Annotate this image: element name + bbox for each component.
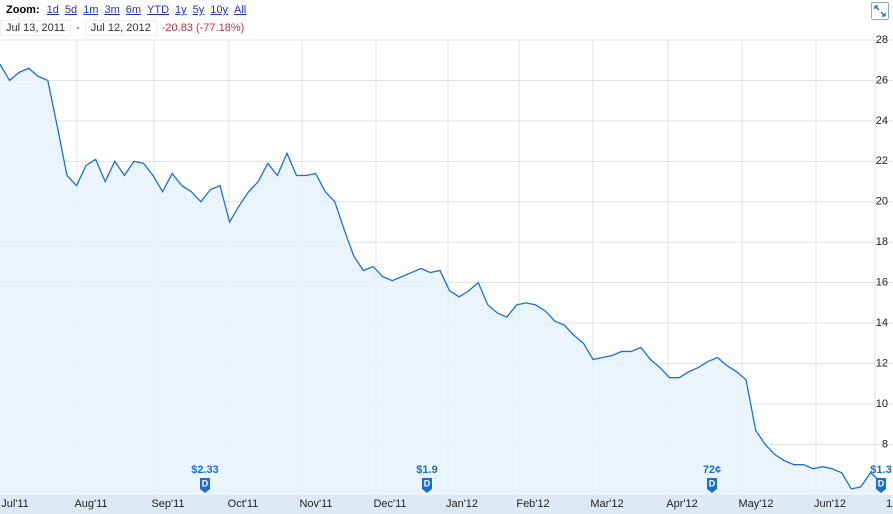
flag-shape xyxy=(200,478,210,493)
zoom-bar: Zoom: 1d 5d 1m 3m 6m YTD 1y 5y 10y All xyxy=(6,4,252,16)
zoom-option[interactable]: YTD xyxy=(147,4,170,16)
x-tick-label: Nov'11 xyxy=(299,498,332,510)
flag-shape xyxy=(422,478,432,493)
flag-letter: D xyxy=(709,478,716,488)
y-tick-label: 26 xyxy=(876,74,888,86)
x-tick-label: Feb'12 xyxy=(516,498,549,510)
dividend-flag: $2.33 D xyxy=(191,464,219,493)
y-tick-label: 22 xyxy=(876,155,888,167)
x-tick-label: Mar'12 xyxy=(590,498,623,510)
y-tick-label: 16 xyxy=(876,277,888,289)
change: -20.83 (-77.18%) xyxy=(161,22,245,34)
zoom-label: Zoom: xyxy=(6,4,40,16)
y-tick-label: 14 xyxy=(876,317,888,329)
dividend-flag: $1.3 D xyxy=(870,464,892,493)
x-tick-label: Jun'12 xyxy=(814,498,846,510)
x-tick-label: Jul'11 xyxy=(1,498,29,510)
x-tick-label: May'12 xyxy=(738,498,773,510)
x-axis-band xyxy=(0,495,893,514)
price-line xyxy=(0,63,881,490)
y-tick-label: 20 xyxy=(876,196,888,208)
zoom-option[interactable]: 6m xyxy=(125,4,142,16)
zoom-option[interactable]: All xyxy=(234,4,247,16)
y-tick-label: 18 xyxy=(876,236,888,248)
zoom-option[interactable]: 1y xyxy=(175,4,187,16)
zoom-option[interactable]: 5y xyxy=(192,4,205,16)
x-tick-label: Oct'11 xyxy=(228,498,259,510)
flag-shape xyxy=(707,478,717,493)
y-tick-label: 12 xyxy=(876,357,888,369)
dividend-label: $1.3 xyxy=(870,464,891,476)
x-tick-label: Jan'12 xyxy=(446,498,478,510)
flag-shape xyxy=(876,478,886,493)
date-range: Jul 13, 2011- Jul 12, 2012 -20.83 (-77.18%… xyxy=(0,20,249,36)
dividend-flag: 72¢ D xyxy=(703,464,721,493)
zoom-option[interactable]: 10y xyxy=(210,4,229,16)
flag-letter: D xyxy=(424,478,431,488)
expand-button[interactable] xyxy=(871,2,889,20)
zoom-option[interactable]: 5d xyxy=(64,4,78,16)
y-tick-label: 28 xyxy=(876,34,888,46)
y-tick-label: 8 xyxy=(882,438,888,450)
end-date[interactable]: Jul 12, 2012 xyxy=(84,20,157,36)
x-tick-label: Dec'11 xyxy=(373,498,406,510)
x-tick-label: Sep'11 xyxy=(151,498,184,510)
flag-letter: D xyxy=(202,478,209,488)
x-tick-label: Apr'12 xyxy=(666,498,697,510)
y-tick-label: 24 xyxy=(876,115,888,127)
x-tick-label: Aug'11 xyxy=(74,498,107,510)
zoom-option[interactable]: 1m xyxy=(83,4,99,16)
range-sep: - xyxy=(76,22,80,34)
y-tick-label: 10 xyxy=(876,398,888,410)
dividend-label: $1.9 xyxy=(416,464,437,476)
start-date[interactable]: Jul 13, 2011 xyxy=(0,20,72,36)
zoom-option[interactable]: 3m xyxy=(104,4,120,16)
flag-letter: D xyxy=(878,478,885,488)
dividend-label: 72¢ xyxy=(703,464,721,476)
x-tick-label: 1 xyxy=(886,498,892,510)
dividend-flag: $1.9 D xyxy=(416,464,438,493)
zoom-option[interactable]: 1d xyxy=(46,4,59,16)
toolbar: Zoom: 1d 5d 1m 3m 6m YTD 1y 5y 10y All Jul 13, 20… xyxy=(0,0,893,38)
area xyxy=(0,64,880,496)
dividend-label: $2.33 xyxy=(191,464,219,476)
